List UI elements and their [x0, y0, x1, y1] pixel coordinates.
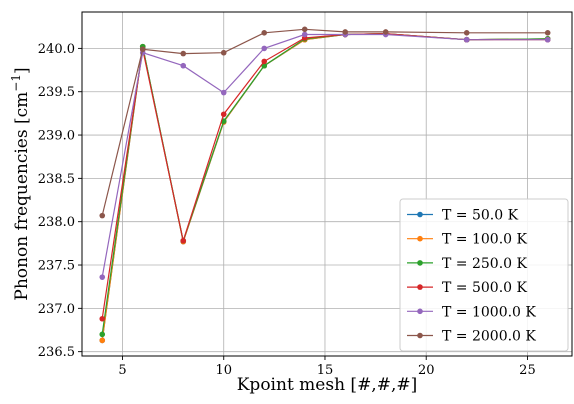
- data-point: [382, 29, 389, 35]
- legend-box: [399, 198, 569, 352]
- y-tick-label: 238.5: [38, 172, 75, 187]
- data-point: [220, 89, 227, 96]
- data-point: [261, 45, 268, 52]
- legend-swatch-marker: [417, 211, 423, 218]
- x-axis-label: Kpoint mesh [#,#,#]: [237, 375, 418, 395]
- y-tick-label: 240.0: [38, 42, 75, 57]
- x-tick-label: 10: [215, 363, 232, 378]
- series-line: [101, 28, 548, 216]
- legend-label: T = 1000.0 K: [442, 304, 536, 320]
- legend-entry: T = 1000.0 K: [407, 304, 536, 320]
- y-tick-label: 236.5: [38, 345, 75, 360]
- data-point: [301, 31, 308, 38]
- y-axis-label-close: ]: [12, 67, 32, 74]
- plot-frame: [81, 11, 573, 357]
- data-point: [261, 29, 268, 36]
- legend-swatch-marker: [417, 332, 423, 339]
- data-point: [99, 337, 106, 344]
- data-point: [261, 62, 268, 69]
- legend-label: T = 100.0 K: [442, 232, 527, 248]
- data-point: [544, 36, 551, 43]
- y-tick-label: 238.0: [38, 215, 75, 230]
- data-point: [99, 315, 106, 322]
- data-point: [99, 274, 106, 280]
- legend-swatch-marker: [417, 235, 423, 242]
- legend-entry: T = 100.0 K: [407, 232, 527, 248]
- data-point: [139, 46, 146, 53]
- legend-label: T = 250.0 K: [442, 256, 527, 272]
- grid: [82, 12, 572, 356]
- series: [99, 26, 551, 219]
- data-point: [220, 111, 227, 118]
- legend-entry: T = 50.0 K: [407, 208, 519, 224]
- data-point: [180, 237, 187, 244]
- data-point: [463, 29, 470, 36]
- data-point: [180, 62, 187, 69]
- y-tick-label: 237.5: [38, 259, 75, 274]
- y-tick-label: 239.0: [38, 129, 75, 144]
- data-point: [301, 26, 308, 33]
- y-axis-label-main: Phonon frequencies [cm: [12, 92, 32, 301]
- legend-entry: T = 250.0 K: [407, 256, 527, 272]
- legend-swatch-marker: [417, 308, 423, 315]
- x-tick-label: 5: [118, 363, 126, 378]
- legend-label: T = 50.0 K: [442, 208, 519, 224]
- x-tick-label: 15: [317, 363, 334, 378]
- y-axis-label: Phonon frequencies [cm−1]: [9, 67, 32, 300]
- data-point: [463, 36, 470, 43]
- data-point: [261, 58, 268, 65]
- legend-entry: T = 500.0 K: [407, 280, 527, 296]
- legend-label: T = 2000.0 K: [442, 329, 536, 345]
- y-axis-label-exponent: −1: [9, 74, 23, 92]
- data-point: [544, 29, 551, 36]
- legend-entry: T = 2000.0 K: [407, 329, 536, 345]
- y-tick-label: 239.5: [38, 85, 75, 100]
- series-layer: [99, 26, 551, 344]
- data-point: [99, 331, 106, 338]
- legend-swatch-marker: [417, 260, 423, 266]
- x-tick-label: 20: [418, 363, 435, 378]
- data-point: [99, 212, 106, 219]
- axis-ticks: 5 10 15 20 25 236.5 237.0 237.5 238.0 238.5 239.0 2…: [38, 42, 536, 378]
- data-point: [180, 50, 187, 57]
- legend: T = 50.0 K T = 100.0 K T = 250.0 K T = 500.…: [399, 198, 569, 352]
- series-line: [101, 33, 548, 278]
- legend-swatch-marker: [417, 284, 423, 290]
- x-tick-label: 25: [519, 363, 536, 378]
- data-point: [342, 29, 349, 35]
- legend-label: T = 500.0 K: [442, 280, 527, 296]
- y-tick-label: 237.0: [38, 302, 75, 317]
- data-point: [220, 49, 227, 56]
